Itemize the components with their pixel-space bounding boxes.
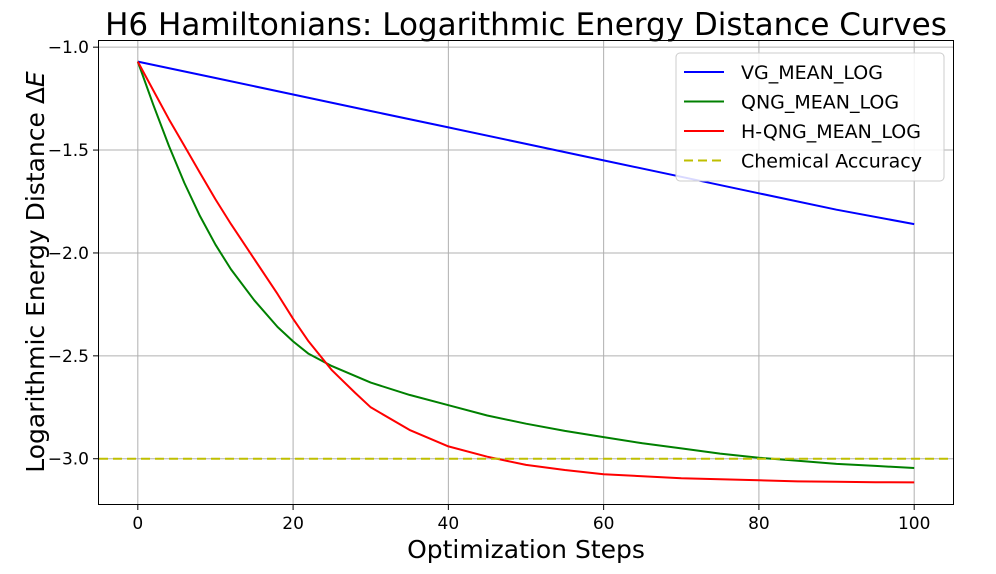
legend-label: H-QNG_MEAN_LOG <box>741 121 921 143</box>
legend-label: Chemical Accuracy <box>741 151 922 173</box>
y-axis-label-text: Logarithmic Energy Distance Δ <box>21 87 50 473</box>
y-tick-label: −2.5 <box>48 347 89 367</box>
legend-items: VG_MEAN_LOG QNG_MEAN_LOG H-QNG_MEAN_LOG Che… <box>684 62 922 173</box>
x-tick-label: 80 <box>748 514 770 534</box>
y-tick-label: −1.5 <box>48 141 89 161</box>
legend-item: H-QNG_MEAN_LOG <box>684 121 921 143</box>
x-axis-ticks: 0 20 40 60 80 100 <box>132 504 930 534</box>
series-vg-mean-log <box>137 60 915 226</box>
series-h-qng-mean-log <box>136 61 915 484</box>
chart-title: H6 Hamiltonians: Logarithmic Energy Dist… <box>105 7 947 43</box>
x-axis-label: Optimization Steps <box>407 535 645 564</box>
y-tick-label: −1.0 <box>48 38 89 58</box>
legend-label: VG_MEAN_LOG <box>741 62 883 84</box>
legend: VG_MEAN_LOG QNG_MEAN_LOG H-QNG_MEAN_LOG Che… <box>675 52 945 182</box>
y-tick-label: −2.0 <box>48 244 89 264</box>
x-tick-label: 20 <box>282 514 304 534</box>
x-tick-label: 60 <box>593 514 615 534</box>
legend-item: VG_MEAN_LOG <box>684 62 883 84</box>
series-layer <box>99 60 953 484</box>
plot-frame <box>98 40 954 505</box>
y-axis-label: Logarithmic Energy Distance ΔE <box>21 71 50 473</box>
y-axis-label-var: E <box>21 71 50 87</box>
legend-item: Chemical Accuracy <box>684 151 922 173</box>
y-axis-ticks: −1.0 −1.5 −2.0 −2.5 −3.0 <box>48 38 99 470</box>
legend-box <box>675 52 945 182</box>
x-tick-label: 100 <box>898 514 930 534</box>
legend-label: QNG_MEAN_LOG <box>741 92 899 114</box>
legend-item: QNG_MEAN_LOG <box>684 92 899 114</box>
y-tick-label: −3.0 <box>48 450 89 470</box>
x-tick-label: 0 <box>132 514 143 534</box>
x-tick-label: 40 <box>438 514 460 534</box>
series-qng-mean-log <box>136 61 915 469</box>
